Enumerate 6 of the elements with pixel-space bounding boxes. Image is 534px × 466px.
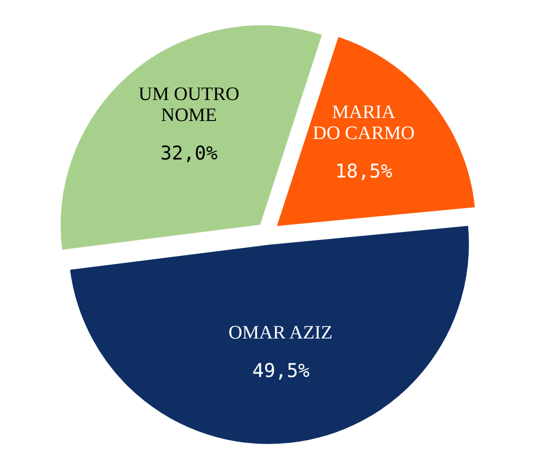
slice-label: UM OUTRO NOME xyxy=(138,84,240,126)
data-label: 49,5% xyxy=(252,360,310,382)
data-label: 32,0% xyxy=(160,142,218,165)
slice-label: MARIA DO CARMO xyxy=(312,102,415,144)
slice-label: OMAR AZIZ xyxy=(228,322,332,344)
data-label: 18,5% xyxy=(335,160,393,183)
